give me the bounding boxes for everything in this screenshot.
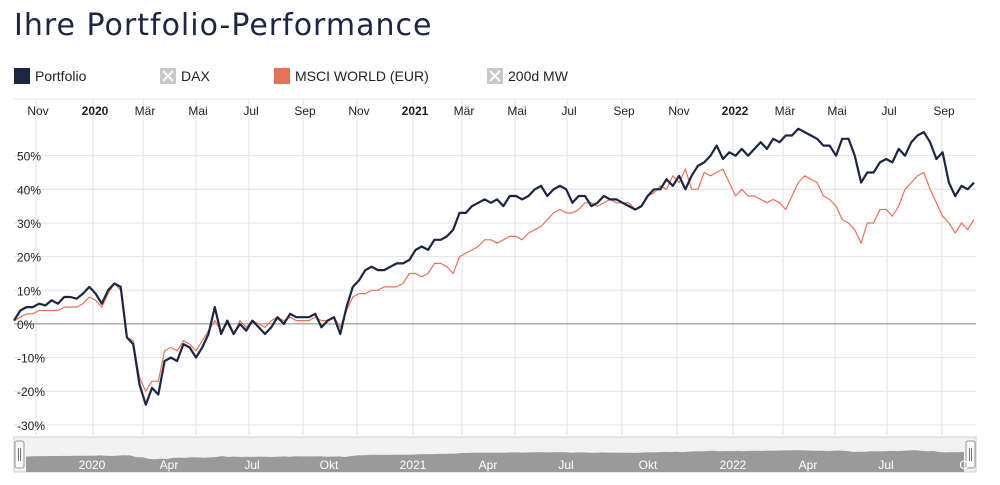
y-tick-label: 40% (17, 183, 41, 197)
navigator-label: O (959, 458, 968, 472)
y-tick-label: 0% (17, 318, 35, 332)
navigator-label: 2020 (79, 458, 106, 472)
legend-label-dax: DAX (181, 68, 210, 84)
x-tick-label: Mär (454, 104, 475, 118)
chart-legend: Portfolio DAX MSCI WORLD (EUR) 200d MW (14, 68, 994, 88)
x-tick-label: 2021 (402, 104, 429, 118)
x-tick-label: Sep (294, 104, 316, 118)
legend-swatch-portfolio (14, 68, 30, 84)
x-tick-label: Jul (561, 104, 576, 118)
page-title: Ihre Portfolio-Performance (14, 8, 433, 43)
navigator-handle-left (14, 440, 25, 469)
navigator-track (13, 436, 977, 473)
x-tick-label: 2022 (722, 104, 749, 118)
legend-item-dax[interactable]: DAX (160, 68, 210, 84)
navigator-label: 2021 (400, 458, 427, 472)
series-line-portfolio (13, 127, 975, 406)
y-axis-ticks: 50% 40% 30% 20% 10% 0% -10% -20% -30% (17, 150, 45, 433)
disabled-x-icon (160, 68, 176, 84)
x-tick-label: Sep (613, 104, 635, 118)
y-tick-label: 50% (17, 150, 41, 164)
chart-grid (14, 98, 976, 435)
navigator-handle-right (965, 440, 976, 469)
legend-swatch-msci-world (274, 68, 290, 84)
disabled-x-icon (487, 68, 503, 84)
series-lines (13, 127, 975, 406)
navigator-label: Jul (244, 458, 259, 472)
y-tick-label: 20% (17, 251, 41, 265)
legend-item-200d-mw[interactable]: 200d MW (487, 68, 568, 84)
x-tick-label: Jul (881, 104, 896, 118)
range-navigator: 2020 Apr Jul Okt 2021 Apr Jul Okt 2022 Apr Jul O (13, 436, 977, 473)
legend-label-portfolio: Portfolio (35, 68, 87, 84)
x-tick-label: Jul (243, 104, 258, 118)
navigator-label: Apr (479, 458, 498, 472)
x-tick-label: Sep (933, 104, 955, 118)
x-tick-label: Nov (348, 104, 369, 118)
navigator-area (26, 450, 964, 472)
y-tick-label: -30% (17, 419, 45, 433)
navigator-label: Apr (160, 458, 179, 472)
legend-item-msci-world[interactable]: MSCI WORLD (EUR) (274, 68, 429, 84)
y-tick-label: -10% (17, 352, 45, 366)
x-axis-ticks: Nov 2020 Mär Mai Jul Sep Nov 2021 Mär Mai Jul Sep No… (27, 104, 955, 118)
x-tick-label: 2020 (82, 104, 109, 118)
navigator-label: 2022 (720, 458, 747, 472)
x-tick-label: Mai (507, 104, 526, 118)
x-tick-label: Mär (135, 104, 156, 118)
navigator-label: Okt (320, 458, 339, 472)
navigator-label: Jul (558, 458, 573, 472)
x-tick-label: Mär (775, 104, 796, 118)
y-tick-label: 10% (17, 284, 41, 298)
navigator-label: Okt (639, 458, 658, 472)
legend-label-msci-world: MSCI WORLD (EUR) (295, 68, 429, 84)
navigator-label: Jul (878, 458, 893, 472)
y-tick-label: -20% (17, 385, 45, 399)
x-tick-label: Mai (188, 104, 207, 118)
y-tick-label: 30% (17, 217, 41, 231)
legend-label-200d-mw: 200d MW (508, 68, 568, 84)
x-tick-label: Nov (27, 104, 48, 118)
legend-item-portfolio[interactable]: Portfolio (14, 68, 86, 84)
series-line-msci-world (13, 168, 975, 392)
x-tick-label: Nov (668, 104, 689, 118)
navigator-label: Apr (799, 458, 818, 472)
x-tick-label: Mai (827, 104, 846, 118)
